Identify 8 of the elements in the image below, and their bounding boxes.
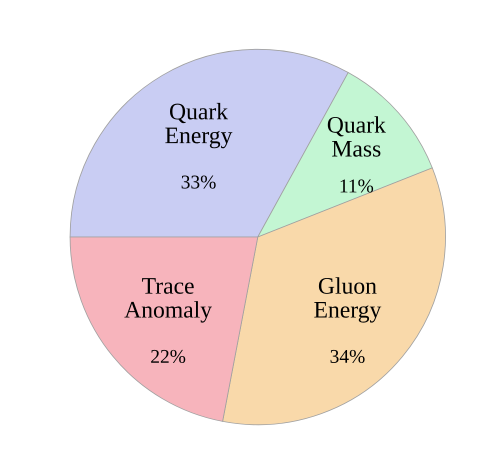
data-label: 11% xyxy=(340,179,374,193)
slice-label: Quark Energy xyxy=(165,102,232,148)
slice-label: Trace Anomaly xyxy=(124,278,212,323)
data-label: 33% xyxy=(182,176,216,189)
data-label: 34% xyxy=(330,350,365,364)
slice-label: Gluon Energy xyxy=(314,277,382,323)
data-label: 22% xyxy=(151,350,186,364)
slice-label: Quark Mass xyxy=(328,116,386,157)
